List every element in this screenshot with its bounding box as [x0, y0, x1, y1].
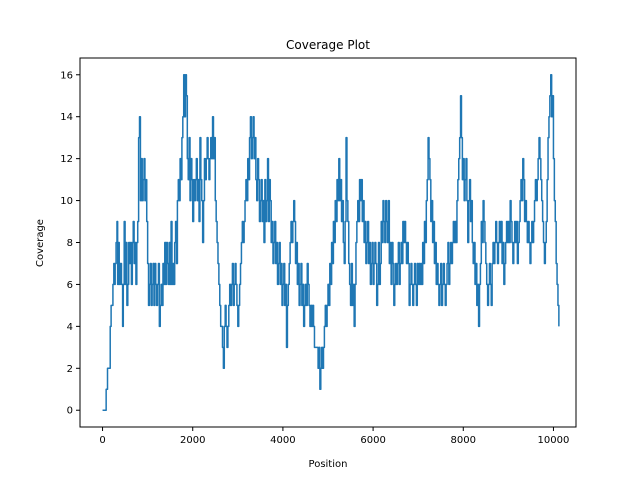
x-tick-label: 8000: [451, 435, 476, 446]
axis-ticks: 0 2000 4000 6000 8000 10000 0 2 4 6 8 10 12 14 16: [60, 70, 569, 446]
x-tick-label: 6000: [360, 435, 385, 446]
x-tick-label: 2000: [180, 435, 205, 446]
y-tick-label: 4: [67, 322, 73, 333]
x-tick-label: 4000: [270, 435, 295, 446]
y-tick-label: 0: [67, 406, 73, 417]
x-axis-label: Position: [309, 459, 348, 470]
y-tick-label: 12: [60, 154, 73, 165]
series-layer: [102, 74, 560, 411]
y-tick-label: 2: [67, 364, 73, 375]
y-axis-label: Coverage: [35, 219, 46, 267]
y-tick-label: 16: [60, 70, 73, 81]
y-tick-label: 14: [60, 112, 73, 123]
plot-area-frame: [79, 57, 577, 428]
y-tick-label: 8: [67, 238, 73, 249]
coverage-series-line: [102, 74, 560, 411]
y-tick-label: 6: [67, 280, 73, 291]
x-tick-label: 10000: [538, 435, 570, 446]
x-tick-label: 0: [99, 435, 105, 446]
y-tick-label: 10: [60, 196, 73, 207]
chart-title: Coverage Plot: [286, 38, 370, 52]
